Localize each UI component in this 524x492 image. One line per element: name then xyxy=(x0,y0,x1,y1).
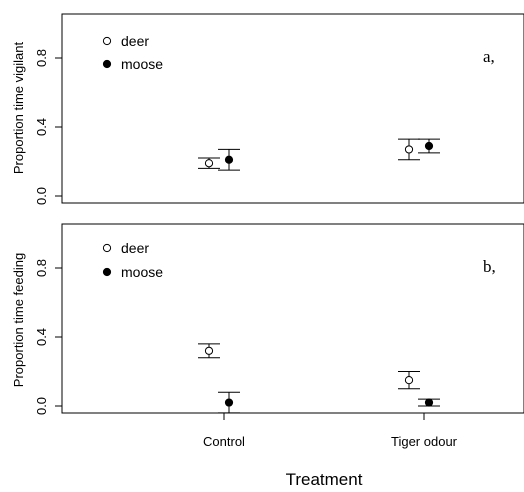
point-deer xyxy=(404,145,414,154)
panel-b-y-tick-label: 0.0 xyxy=(34,397,49,415)
point-deer xyxy=(204,159,214,168)
panel-a-y-axis-title: Proportion time vigilant xyxy=(11,42,26,175)
panel-a-plot-area xyxy=(198,138,440,171)
point-deer xyxy=(204,346,214,355)
x-tick-label: Tiger odour xyxy=(391,434,458,449)
legend-label-deer: deer xyxy=(121,240,149,256)
panel-a-label: a, xyxy=(483,47,495,66)
panel-b-legend: deer moose xyxy=(102,240,163,280)
panel-a-legend: deer moose xyxy=(102,33,163,72)
x-axis: Control Tiger odour Treatment xyxy=(203,412,458,489)
panel-b-y-tick-label: 0.8 xyxy=(34,259,49,277)
point-moose xyxy=(424,398,434,407)
panel-a-y-tick-label: 0.0 xyxy=(34,187,49,205)
legend-marker-deer xyxy=(102,243,112,253)
legend-label-moose: moose xyxy=(121,264,163,280)
panel-b-plot-area xyxy=(198,343,440,414)
x-axis-title: Treatment xyxy=(286,470,363,489)
legend-marker-deer xyxy=(102,36,112,46)
point-moose xyxy=(224,398,234,407)
panel-a-y-tick-label: 0.8 xyxy=(34,49,49,67)
legend-label-deer: deer xyxy=(121,33,149,49)
panel-b-y-tick-label: 0.4 xyxy=(34,328,49,346)
point-moose xyxy=(424,141,434,151)
panel-a-y-tick-label: 0.4 xyxy=(34,118,49,136)
panel-b-y-axis-title: Proportion time feeding xyxy=(11,253,26,387)
legend-marker-moose xyxy=(102,267,112,277)
panel-a-y-axis: 0.0 0.4 0.8 Proportion time vigilant xyxy=(11,42,62,205)
point-deer xyxy=(404,376,414,385)
legend-marker-moose xyxy=(102,59,112,69)
panel-b-y-axis: 0.0 0.4 0.8 Proportion time feeding xyxy=(11,253,62,415)
point-moose xyxy=(224,155,234,164)
panel-b-label: b, xyxy=(483,257,496,276)
legend-label-moose: moose xyxy=(121,56,163,72)
x-tick-label: Control xyxy=(203,434,245,449)
panel-a-frame xyxy=(61,13,524,204)
